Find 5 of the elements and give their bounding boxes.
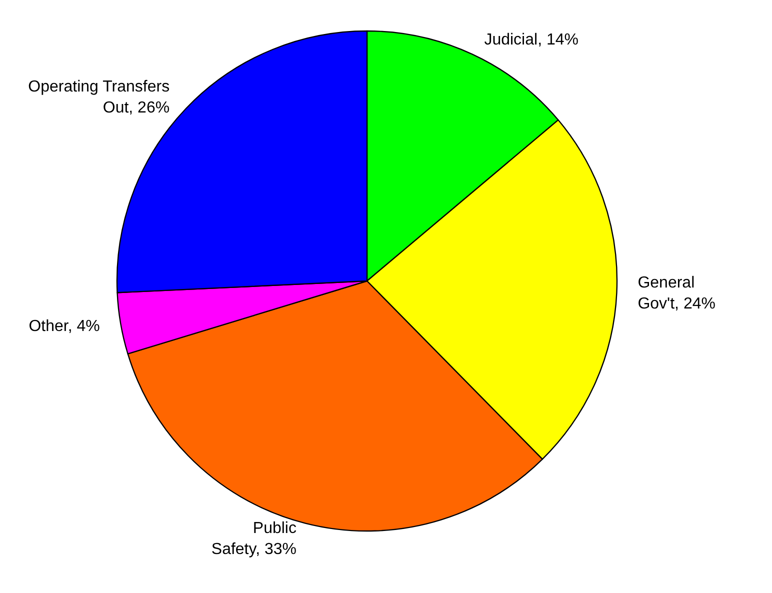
- slice-label: Operating Transfers Out, 26%: [28, 78, 170, 116]
- slice-label: Judicial, 14%: [484, 31, 578, 48]
- slice-label: Public Safety, 33%: [211, 520, 296, 558]
- slice-label: Other, 4%: [28, 318, 100, 335]
- slice-label: General Gov't, 24%: [638, 274, 716, 312]
